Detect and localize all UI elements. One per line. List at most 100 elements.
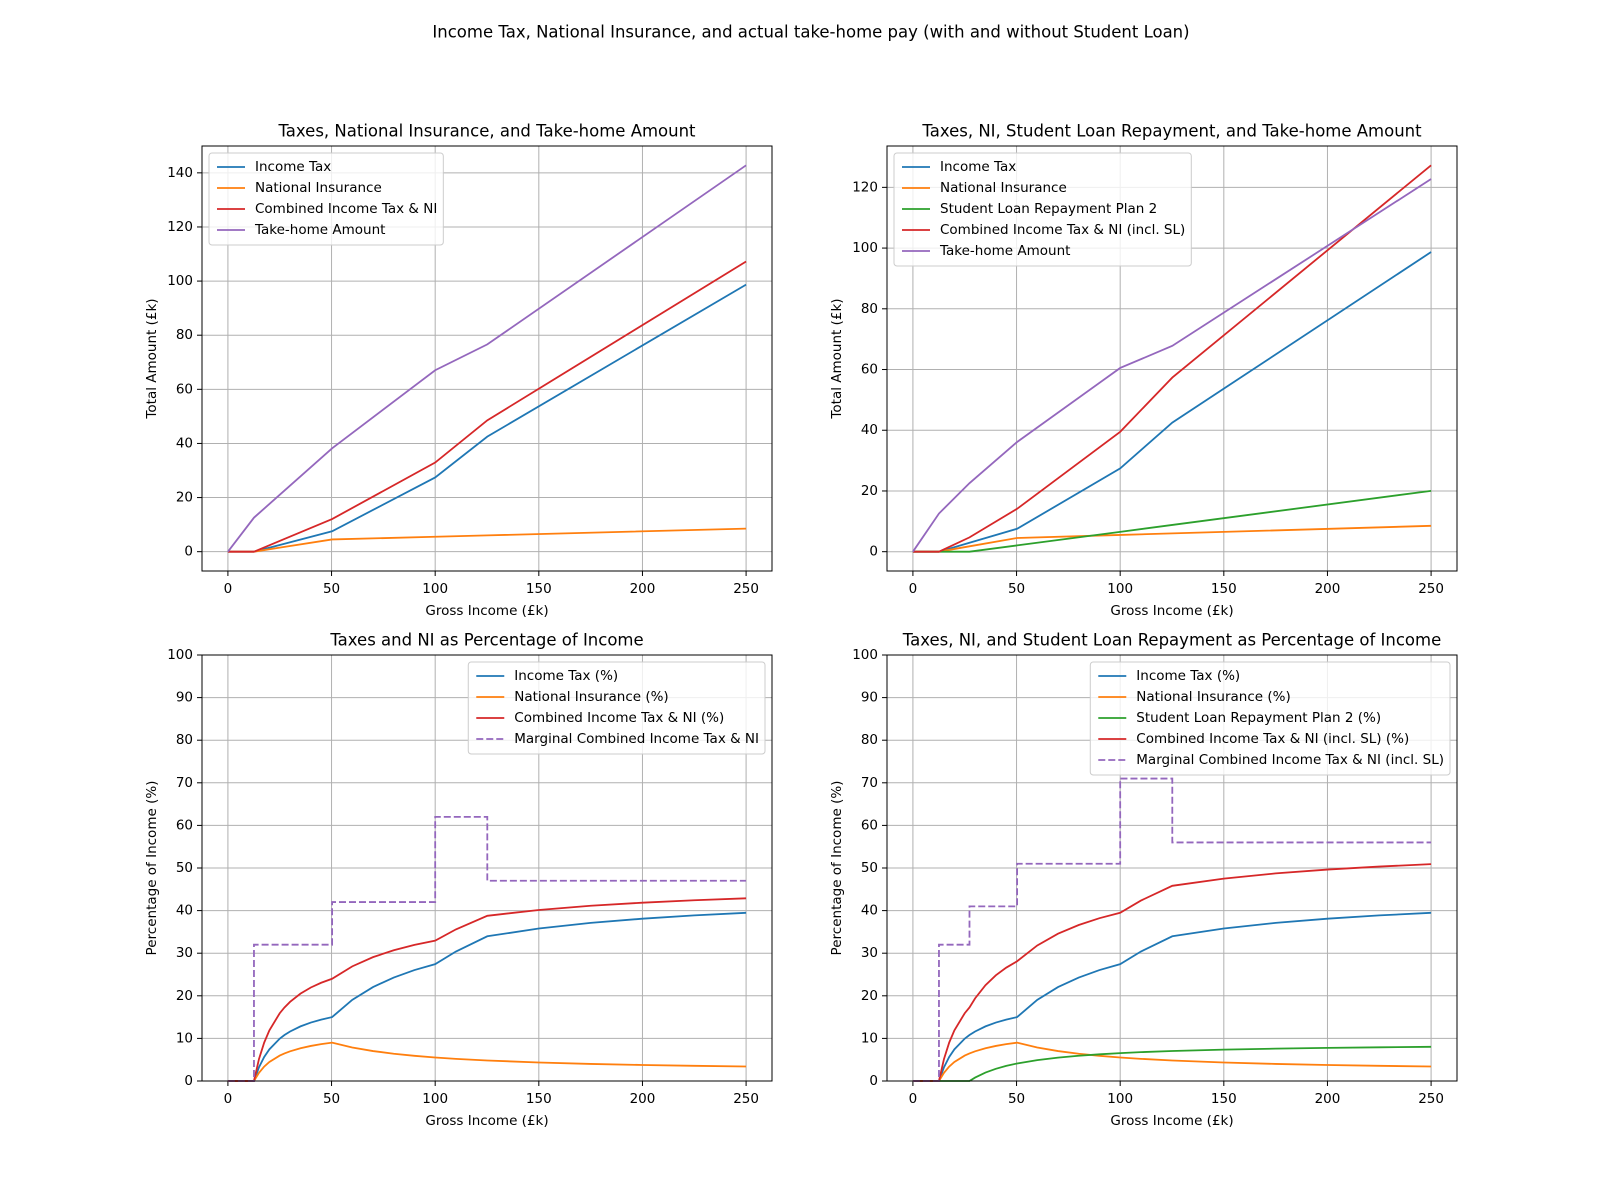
axes-frame (886, 145, 1458, 572)
y-tick-label: 60 (176, 381, 193, 397)
x-tick-label: 250 (1418, 1091, 1444, 1107)
x-tick-label: 50 (1008, 581, 1025, 597)
series-line (912, 1041, 1432, 1082)
legend-label: Combined Income Tax & NI (incl. SL) (%) (1136, 731, 1409, 747)
x-tick-label: 150 (526, 1091, 552, 1107)
legend-label: Income Tax (940, 159, 1016, 175)
x-tick-label: 200 (1315, 581, 1341, 597)
y-tick-label: 10 (176, 1030, 193, 1046)
y-tick-label: 100 (852, 240, 878, 256)
plot-area: 0 50 100 150 200 250 0 10 20 30 40 50 60 70 80 90 100 Tax… (829, 631, 1458, 1129)
legend-box (467, 661, 766, 755)
x-tick-label: 50 (323, 581, 340, 597)
x-axis-label: Gross Income (£k) (425, 1113, 548, 1129)
y-tick-label: 80 (861, 301, 878, 317)
y-tick-label: 60 (861, 817, 878, 833)
axes-title: Taxes, National Insurance, and Take-home… (277, 122, 696, 141)
x-tick-label: 100 (1107, 581, 1133, 597)
legend: Income Tax National Insurance Student Loan… (893, 152, 1192, 267)
legend-box (893, 152, 1192, 267)
y-tick-label: 60 (861, 362, 878, 378)
axes-title: Taxes, NI, Student Loan Repayment, and T… (921, 122, 1422, 141)
x-tick-label: 250 (733, 1091, 759, 1107)
x-axis-label: Gross Income (£k) (425, 603, 548, 619)
y-tick-label: 100 (167, 647, 193, 663)
y-tick-label: 10 (861, 1030, 878, 1046)
x-tick-label: 0 (224, 581, 233, 597)
x-tick-label: 100 (1107, 1091, 1133, 1107)
x-tick-label: 150 (1211, 581, 1237, 597)
axes-title: Taxes and NI as Percentage of Income (329, 631, 643, 650)
legend-label: Take-home Amount (939, 243, 1070, 259)
y-tick-label: 0 (869, 544, 878, 560)
x-tick-label: 50 (1008, 1091, 1025, 1107)
y-tick-label: 80 (176, 732, 193, 748)
plot-area: 0 50 100 150 200 250 0 20 40 60 80 100 120 Taxes, NI,… (829, 122, 1458, 619)
legend-label: Income Tax (%) (514, 668, 618, 684)
x-tick-label: 250 (733, 581, 759, 597)
series-line (227, 911, 747, 1082)
x-tick-label: 100 (422, 1091, 448, 1107)
y-axis-label: Percentage of Income (%) (829, 781, 845, 956)
x-tick-label: 0 (909, 1091, 918, 1107)
y-tick-label: 120 (167, 219, 193, 235)
x-axis-label: Gross Income (£k) (1110, 603, 1233, 619)
series-line (227, 260, 747, 553)
y-tick-label: 100 (852, 647, 878, 663)
series-line (912, 178, 1432, 553)
y-tick-label: 20 (176, 490, 193, 506)
y-tick-label: 20 (861, 988, 878, 1004)
legend-box (1089, 661, 1451, 776)
y-tick-label: 0 (869, 1073, 878, 1089)
axes-frame (201, 654, 773, 1082)
axes-title: Taxes, NI, and Student Loan Repayment as… (902, 631, 1441, 650)
legend-label: Combined Income Tax & NI (255, 201, 437, 217)
y-tick-label: 50 (861, 860, 878, 876)
y-tick-label: 140 (167, 165, 193, 181)
legend-label: Combined Income Tax & NI (incl. SL) (940, 222, 1185, 238)
series-line (227, 897, 747, 1082)
y-tick-label: 80 (176, 327, 193, 343)
plot-area: 0 50 100 150 200 250 0 20 40 60 80 100 120 140 Taxes, … (144, 122, 773, 619)
y-tick-label: 30 (176, 945, 193, 961)
series-line (227, 164, 747, 553)
y-axis-label: Total Amount (£k) (829, 298, 845, 419)
y-tick-label: 100 (167, 273, 193, 289)
x-tick-label: 150 (526, 581, 552, 597)
legend: Income Tax (%) National Insurance (%) Stud… (1089, 661, 1451, 776)
legend-label: Income Tax (255, 159, 331, 175)
y-tick-label: 40 (176, 435, 193, 451)
series-line (912, 863, 1432, 1082)
series-line (227, 815, 747, 1082)
y-tick-label: 40 (176, 903, 193, 919)
y-axis-label: Total Amount (£k) (144, 298, 160, 419)
y-tick-label: 80 (861, 732, 878, 748)
x-axis-label: Gross Income (£k) (1110, 1113, 1233, 1129)
x-tick-label: 100 (422, 581, 448, 597)
x-tick-label: 0 (224, 1091, 233, 1107)
y-tick-label: 70 (176, 775, 193, 791)
legend-label: Marginal Combined Income Tax & NI (incl.… (1136, 752, 1444, 768)
legend-label: National Insurance (255, 180, 382, 196)
x-tick-label: 250 (1418, 581, 1444, 597)
series-line (912, 911, 1432, 1082)
y-tick-label: 90 (176, 690, 193, 706)
x-tick-label: 0 (909, 581, 918, 597)
x-tick-label: 200 (630, 581, 656, 597)
y-tick-label: 0 (184, 1073, 193, 1089)
y-tick-label: 30 (861, 945, 878, 961)
series-line (912, 777, 1432, 1082)
axes-frame (201, 145, 773, 572)
legend-label: Combined Income Tax & NI (%) (514, 710, 724, 726)
legend-label: Student Loan Repayment Plan 2 (%) (1136, 710, 1381, 726)
legend-label: National Insurance (940, 180, 1067, 196)
legend-label: National Insurance (%) (514, 689, 668, 705)
plot-area: 0 50 100 150 200 250 0 10 20 30 40 50 60 70 80 90 100 Tax… (144, 631, 773, 1129)
y-tick-label: 40 (861, 903, 878, 919)
y-tick-label: 90 (861, 690, 878, 706)
figure-title: Income Tax, National Insurance, and actu… (432, 23, 1189, 42)
y-tick-label: 60 (176, 817, 193, 833)
y-tick-label: 0 (184, 544, 193, 560)
x-tick-label: 200 (1315, 1091, 1341, 1107)
